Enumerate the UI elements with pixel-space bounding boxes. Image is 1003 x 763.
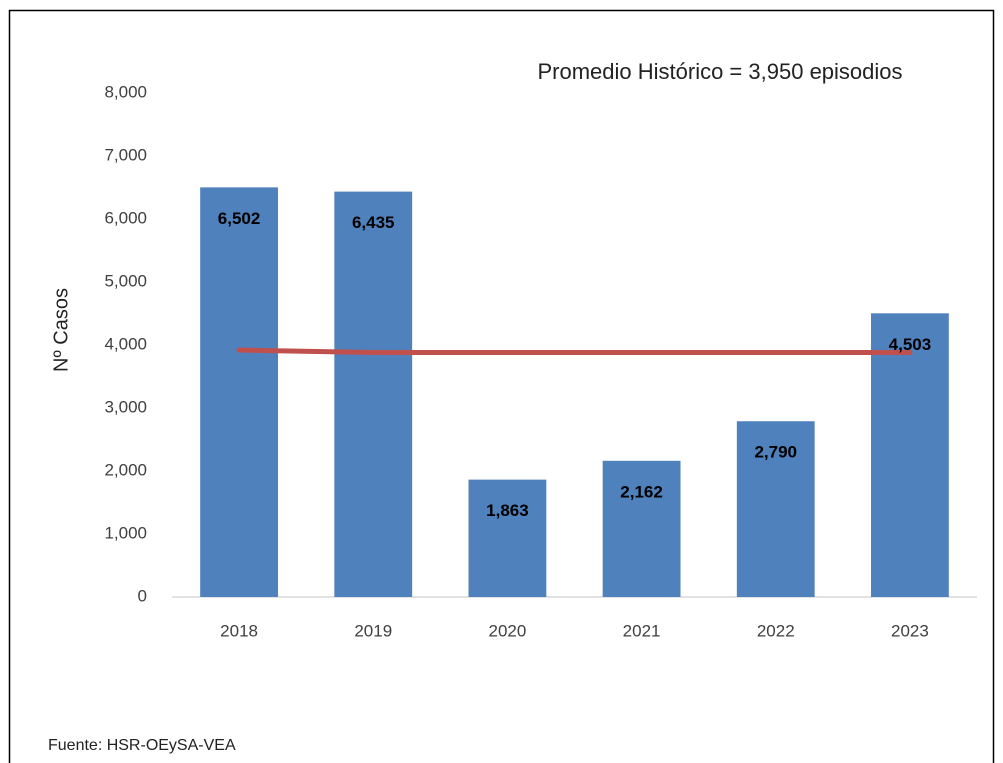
y-tick-label: 8,000	[104, 82, 147, 101]
bar	[468, 479, 547, 597]
x-tick-label: 2018	[220, 621, 258, 640]
chart-frame	[8, 9, 995, 763]
y-tick-label: 0	[138, 586, 147, 605]
y-tick-label: 7,000	[104, 145, 147, 164]
data-label: 4,503	[889, 335, 932, 354]
x-tick-label: 2020	[489, 621, 527, 640]
y-tick-label: 2,000	[104, 460, 147, 479]
x-tick-label: 2023	[891, 621, 929, 640]
average-line	[236, 347, 913, 356]
y-axis-label: Nº Casos	[50, 288, 72, 372]
data-label: 2,790	[754, 443, 797, 462]
data-label: 6,502	[218, 209, 261, 228]
bar	[334, 191, 413, 597]
data-label: 2,162	[620, 482, 663, 501]
x-tick-label: 2022	[757, 621, 795, 640]
annotation: Promedio Histórico = 3,950 episodios	[537, 59, 902, 84]
y-tick-label: 4,000	[104, 334, 147, 353]
data-label: 1,863	[486, 501, 529, 520]
source-note: Fuente: HSR-OEySA-VEA	[48, 737, 236, 754]
x-tick-label: 2021	[623, 621, 661, 640]
y-tick-label: 3,000	[104, 397, 147, 416]
y-tick-label: 6,000	[104, 208, 147, 227]
x-tick-label: 2019	[354, 621, 392, 640]
bar	[602, 460, 681, 597]
bar	[871, 313, 949, 597]
y-tick-label: 1,000	[104, 523, 147, 542]
data-label: 6,435	[352, 213, 395, 232]
bar	[736, 421, 815, 597]
bar	[200, 187, 278, 597]
y-tick-label: 5,000	[104, 271, 147, 290]
